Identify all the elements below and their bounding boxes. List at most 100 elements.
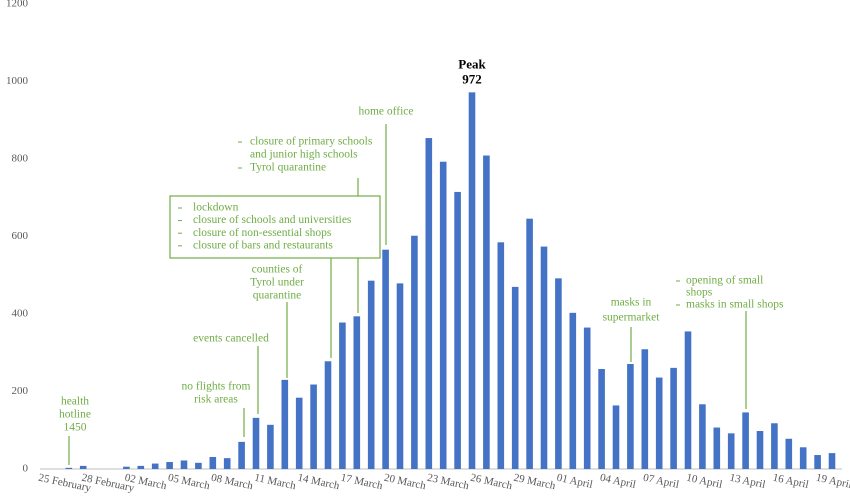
bar bbox=[79, 465, 87, 469]
annotation-text: closure of non-essential shops bbox=[193, 227, 332, 239]
bar bbox=[468, 92, 476, 469]
bar bbox=[655, 377, 663, 469]
bar bbox=[137, 465, 145, 469]
bar bbox=[267, 424, 274, 469]
bar bbox=[425, 138, 433, 469]
annotation-text: events cancelled bbox=[193, 333, 269, 345]
bar bbox=[281, 379, 289, 469]
annotation-text: home office bbox=[358, 106, 413, 118]
annotation-text: supermarket bbox=[603, 312, 661, 324]
bar bbox=[641, 349, 649, 469]
x-tick-label: 07 April bbox=[642, 472, 680, 491]
bar bbox=[195, 462, 202, 469]
bar bbox=[483, 155, 490, 469]
x-tick-label: 08 March bbox=[210, 472, 255, 493]
bar bbox=[771, 423, 778, 469]
bar bbox=[828, 453, 836, 469]
bar bbox=[123, 466, 130, 469]
annotation-text: closure of bars and restaurants bbox=[193, 239, 333, 251]
bar bbox=[713, 427, 721, 469]
annotation-box bbox=[169, 195, 381, 259]
annotation-text: no flights from bbox=[182, 381, 251, 393]
bar bbox=[166, 462, 173, 469]
annotation-text: lockdown bbox=[193, 202, 239, 214]
bar bbox=[209, 456, 217, 469]
y-tick-label: 1000 bbox=[6, 75, 29, 87]
annotation-text: Tyrol under bbox=[250, 277, 304, 289]
bar bbox=[324, 361, 332, 469]
y-tick-label: 1200 bbox=[6, 0, 29, 10]
x-tick-label: 13 April bbox=[728, 472, 766, 491]
y-tick-label: 400 bbox=[12, 308, 29, 320]
bar bbox=[339, 322, 346, 469]
bar bbox=[439, 161, 447, 469]
x-tick-label: 20 March bbox=[383, 472, 428, 493]
annotation-text: shops bbox=[686, 287, 713, 299]
x-tick-label: 23 March bbox=[426, 472, 471, 493]
annotation-text: quarantine bbox=[253, 290, 302, 302]
bar bbox=[799, 447, 807, 469]
bar bbox=[785, 438, 793, 469]
bar bbox=[396, 283, 404, 469]
y-tick-label: 0 bbox=[23, 463, 29, 475]
annotation-text: health bbox=[61, 396, 89, 408]
bar bbox=[382, 249, 389, 469]
annotation-text: opening of small bbox=[686, 275, 763, 287]
annotation-text: closure of schools and universities bbox=[193, 214, 352, 226]
bar bbox=[223, 458, 231, 469]
annotation-text: and junior high schools bbox=[250, 149, 358, 161]
peak-value: 972 bbox=[462, 71, 482, 86]
bar bbox=[699, 404, 706, 469]
bar bbox=[742, 412, 749, 469]
bar bbox=[65, 467, 73, 469]
annotation-text: Tyrol quarantine bbox=[250, 162, 326, 174]
bar bbox=[540, 246, 548, 469]
annotation-text: counties of bbox=[252, 264, 303, 276]
x-tick-label: 29 March bbox=[512, 472, 557, 493]
bar bbox=[684, 331, 692, 469]
peak-label: Peak bbox=[458, 56, 486, 71]
x-tick-label: 11 March bbox=[253, 472, 297, 493]
bar bbox=[756, 431, 764, 469]
bar bbox=[612, 405, 620, 469]
bar bbox=[353, 316, 361, 469]
x-tick-label: 10 April bbox=[685, 472, 723, 491]
x-tick-label: 01 April bbox=[556, 472, 594, 491]
bar bbox=[526, 218, 533, 469]
annotation-text: closure of primary schools bbox=[250, 136, 373, 148]
bar bbox=[252, 417, 260, 469]
y-tick-label: 600 bbox=[12, 230, 29, 242]
bar bbox=[180, 460, 188, 469]
x-tick-label: 04 April bbox=[599, 472, 637, 491]
bar bbox=[555, 278, 562, 469]
bar bbox=[151, 463, 159, 469]
x-tick-label: 16 April bbox=[772, 472, 810, 491]
bar bbox=[411, 235, 418, 469]
bar bbox=[670, 367, 677, 469]
bar bbox=[583, 327, 591, 469]
bar bbox=[310, 384, 317, 469]
bar bbox=[367, 280, 375, 469]
annotation-text: risk areas bbox=[194, 394, 238, 406]
x-tick-label: 19 April bbox=[815, 472, 850, 491]
y-tick-label: 800 bbox=[12, 153, 29, 165]
bar bbox=[497, 242, 505, 469]
x-tick-label: 17 March bbox=[340, 472, 385, 493]
x-tick-label: 14 March bbox=[296, 472, 341, 493]
bar bbox=[511, 286, 519, 469]
bar bbox=[238, 441, 245, 469]
bar bbox=[627, 363, 634, 469]
bar bbox=[814, 455, 821, 469]
annotation-text: masks in bbox=[611, 297, 652, 309]
bar bbox=[569, 312, 577, 469]
bar bbox=[295, 397, 303, 469]
bar bbox=[727, 433, 735, 469]
annotation-text: 1450 bbox=[64, 422, 87, 434]
annotation-text: hotline bbox=[59, 409, 91, 421]
x-tick-label: 05 March bbox=[167, 472, 212, 493]
annotation-text: masks in small shops bbox=[686, 299, 784, 311]
bar bbox=[598, 369, 605, 469]
x-tick-label: 26 March bbox=[469, 472, 514, 493]
y-tick-label: 200 bbox=[12, 385, 29, 397]
